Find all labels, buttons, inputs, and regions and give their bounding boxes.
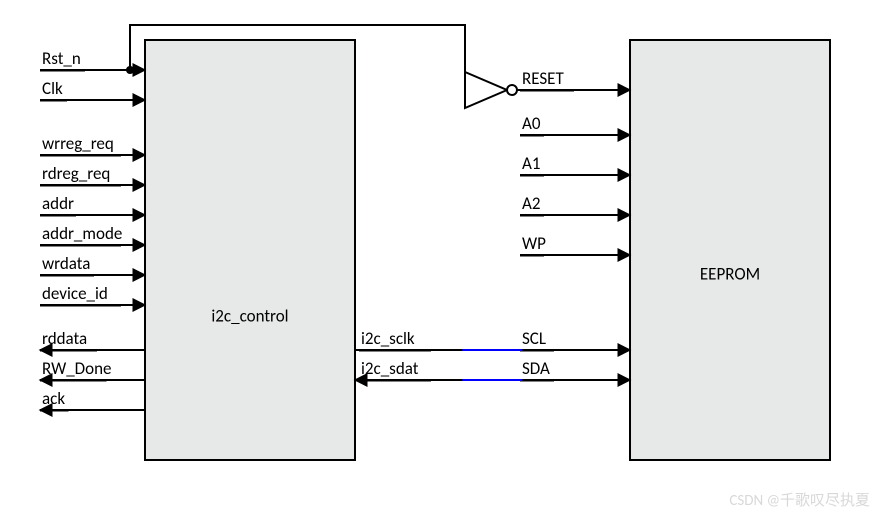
signal-label-RW_Done: RW_Done [42,358,112,379]
bus-label-i2c-sdat: i2c_sdat [361,358,419,379]
block-eeprom-label: EEPROM [700,263,760,284]
eeprom-in-label-A1: A1 [522,153,540,174]
eeprom-in-label-A0: A0 [522,113,541,134]
signal-label-Clk: Clk [42,78,63,99]
signal-label-wrreg_req: wrreg_req [42,133,114,154]
inverter-bubble [507,85,517,95]
signal-label-ack: ack [42,388,65,409]
signal-label-addr_mode: addr_mode [42,223,122,244]
signal-label-rddata: rddata [42,328,87,349]
bus-label-sda: SDA [522,358,550,379]
bus-label-scl: SCL [522,328,546,349]
block-i2c-control [145,40,355,460]
signal-label-Rst_n: Rst_n [42,48,81,69]
eeprom-in-label-RESET: RESET [522,68,564,89]
inverter-icon [465,72,507,108]
eeprom-in-label-WP: WP [522,233,546,254]
signal-label-addr: addr [42,193,74,214]
block-i2c-label: i2c_control [211,305,288,326]
eeprom-in-label-A2: A2 [522,193,540,214]
bus-label-i2c-sclk: i2c_sclk [361,328,415,349]
signal-label-wrdata: wrdata [42,253,90,274]
block-eeprom [630,40,830,460]
watermark: CSDN @千歌叹尽执夏 [729,492,870,510]
signal-label-device_id: device_id [42,283,108,304]
signal-label-rdreg_req: rdreg_req [42,163,110,184]
